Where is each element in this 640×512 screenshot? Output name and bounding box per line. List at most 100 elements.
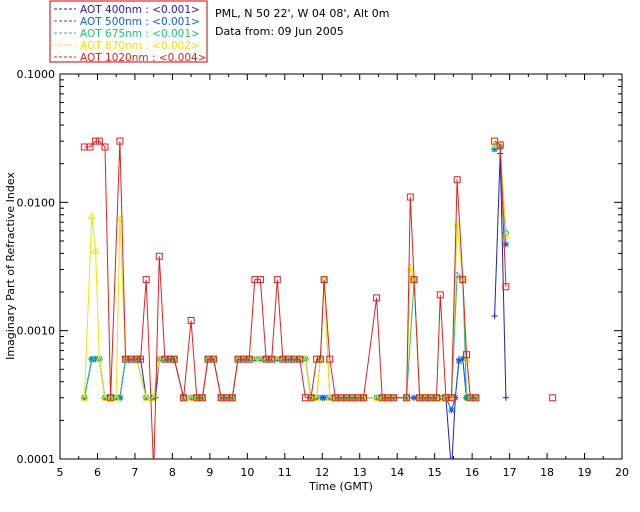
legend-label: AOT 870nm : <0.002>	[80, 40, 200, 52]
data-point	[101, 393, 109, 401]
data-point	[245, 355, 253, 363]
series-line	[83, 216, 476, 399]
data-point	[268, 355, 276, 363]
data-point	[325, 393, 334, 401]
data-point	[187, 393, 195, 401]
data-point	[91, 246, 100, 254]
data-point	[101, 143, 109, 151]
data-point	[273, 276, 281, 284]
x-tick-label: 12	[315, 466, 329, 479]
data-point	[410, 276, 418, 284]
data-point	[436, 393, 445, 401]
data-point	[406, 193, 414, 201]
data-point	[372, 393, 381, 401]
data-point	[448, 394, 456, 402]
data-point	[116, 137, 124, 145]
data-point	[459, 276, 467, 284]
data-point	[180, 394, 188, 402]
x-tick-label: 19	[578, 466, 592, 479]
data-point	[411, 394, 418, 401]
data-point	[86, 143, 94, 151]
data-point	[462, 355, 471, 363]
data-point	[436, 291, 444, 299]
data-point	[250, 355, 259, 363]
data-point	[373, 294, 381, 302]
legend-label: AOT 400nm : <0.001>	[80, 4, 200, 16]
x-tick-label: 16	[465, 466, 479, 479]
data-point	[491, 137, 499, 145]
y-tick-label: 0.0001	[17, 453, 56, 466]
data-point	[92, 137, 100, 145]
data-point	[502, 241, 509, 248]
data-point	[403, 394, 411, 402]
x-tick-label: 14	[390, 466, 404, 479]
data-point	[320, 276, 328, 284]
data-point	[433, 394, 441, 402]
y-tick-label: 0.1000	[17, 68, 56, 81]
x-axis-label: Time (GMT)	[308, 480, 373, 493]
data-point	[95, 355, 104, 363]
data-point	[95, 137, 103, 145]
data-point	[502, 283, 510, 291]
data-point	[472, 394, 480, 402]
data-point	[312, 393, 321, 401]
y-tick-label: 0.0010	[17, 325, 56, 338]
x-tick-label: 7	[131, 466, 138, 479]
legend-label: AOT 675nm : <0.001>	[80, 28, 200, 40]
data-point	[155, 252, 163, 260]
data-point	[496, 141, 504, 149]
x-tick-label: 20	[615, 466, 629, 479]
data-point	[155, 355, 164, 363]
data-point	[463, 351, 471, 359]
data-point	[307, 394, 315, 402]
data-point	[112, 393, 121, 401]
data-point	[179, 393, 188, 401]
series-line	[83, 358, 476, 459]
data-point	[133, 355, 141, 363]
data-point	[187, 317, 195, 325]
data-point	[167, 355, 175, 363]
data-point	[273, 355, 282, 363]
data-point	[452, 394, 459, 401]
header-date: Data from: 09 Jun 2005	[215, 25, 344, 38]
data-point	[256, 355, 265, 363]
series-line	[84, 140, 476, 459]
y-axis-label: Imaginary Part of Refractive Index	[4, 172, 17, 360]
x-tick-label: 18	[540, 466, 554, 479]
data-point	[107, 394, 115, 402]
data-point	[459, 356, 466, 363]
data-point	[198, 394, 206, 402]
x-tick-label: 11	[278, 466, 292, 479]
legend-label: AOT 500nm : <0.001>	[80, 16, 200, 28]
data-point	[80, 393, 89, 401]
data-point	[490, 140, 499, 148]
data-point	[142, 276, 150, 284]
data-point	[453, 176, 461, 184]
legend-frame	[49, 0, 208, 63]
x-tick-label: 6	[94, 466, 101, 479]
data-point	[490, 145, 499, 153]
data-point	[313, 355, 321, 363]
chart-header: PML, N 50 22', W 04 08', Alt 0m Data fro…	[215, 7, 389, 38]
data-point	[491, 313, 498, 320]
data-point	[316, 355, 324, 363]
header-location: PML, N 50 22', W 04 08', Alt 0m	[215, 7, 389, 20]
plot-area	[80, 137, 557, 459]
data-point	[456, 358, 463, 365]
data-point	[502, 231, 510, 239]
x-tick-label: 13	[353, 466, 367, 479]
data-point	[296, 355, 304, 363]
data-point	[301, 355, 310, 363]
data-point	[210, 355, 218, 363]
series-5	[80, 137, 557, 459]
data-point	[448, 407, 455, 414]
data-point	[321, 394, 328, 401]
data-point	[256, 276, 264, 284]
x-tick-label: 10	[240, 466, 254, 479]
series-4	[80, 140, 510, 401]
data-point	[137, 355, 145, 363]
series-1	[81, 150, 509, 459]
legend: AOT 400nm : <0.001>AOT 500nm : <0.001>AO…	[49, 0, 208, 64]
data-point	[502, 394, 509, 401]
data-point	[549, 394, 557, 402]
